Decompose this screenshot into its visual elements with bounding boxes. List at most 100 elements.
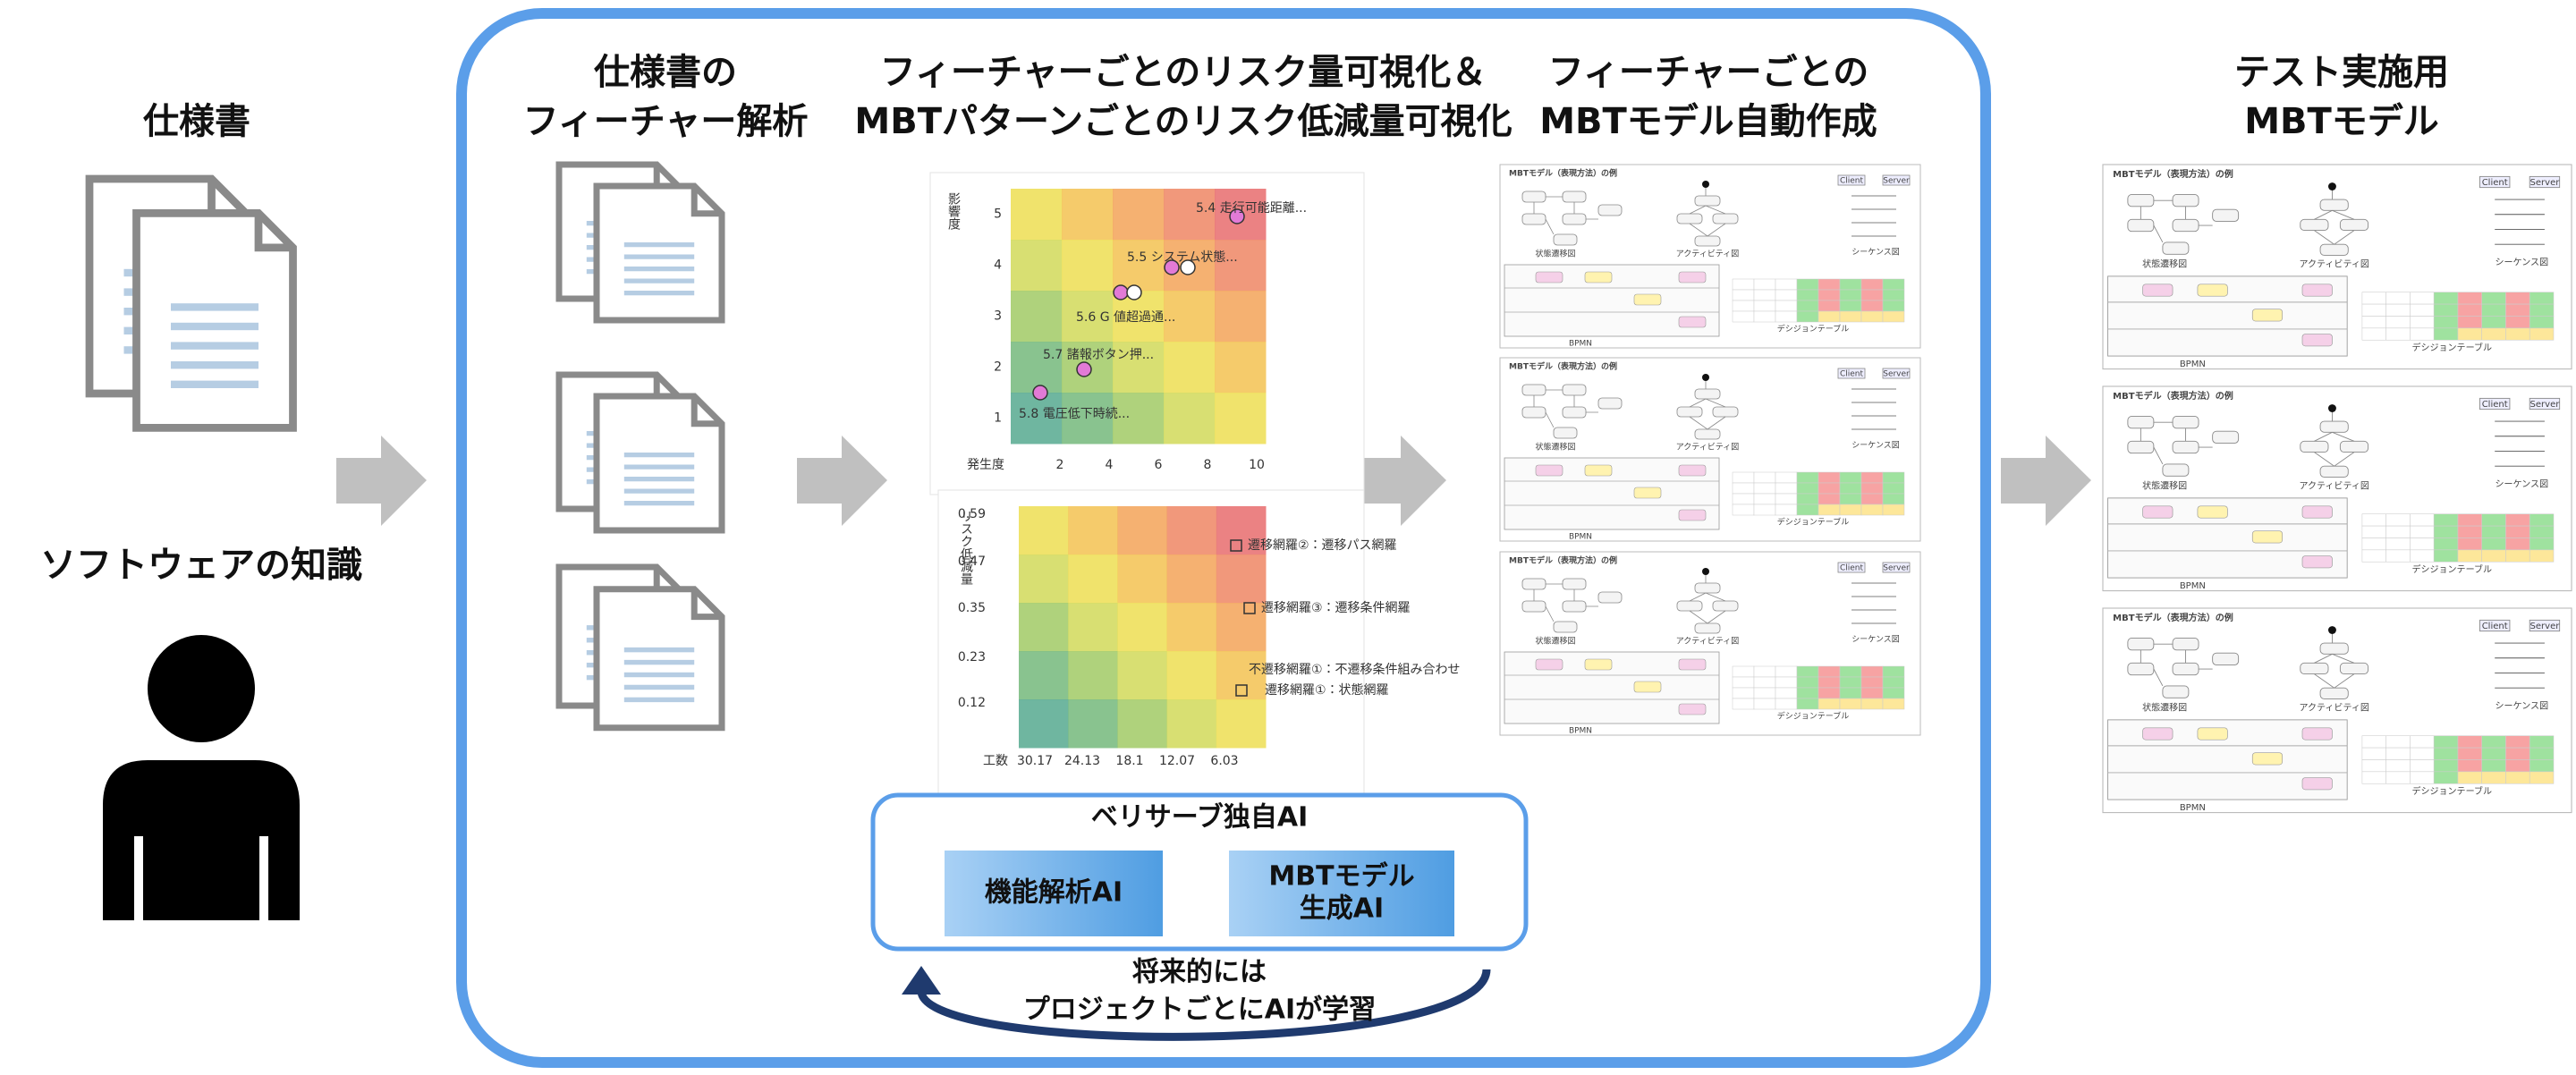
flow-arrow — [797, 436, 887, 526]
shape — [1553, 427, 1578, 439]
shape — [2251, 752, 2284, 766]
shape — [2457, 549, 2482, 563]
shape — [2529, 175, 2561, 189]
shape — [2481, 292, 2506, 305]
heading: 仕様書 — [143, 101, 250, 142]
shape — [2529, 619, 2561, 632]
shape — [1839, 698, 1862, 710]
x-axis-label: 発生度 — [967, 458, 1004, 472]
shape — [1678, 316, 1707, 328]
text-line — [623, 453, 695, 458]
shape — [1535, 658, 1563, 671]
shape — [1818, 687, 1841, 699]
model-label: Server — [1883, 370, 1910, 379]
shape — [1882, 300, 1905, 312]
shape — [2433, 735, 2459, 749]
y-tick-label: 4 — [994, 258, 1002, 273]
text-line — [171, 322, 258, 331]
shape — [1775, 493, 1798, 505]
shape — [1676, 406, 1703, 418]
feature-point — [1229, 208, 1245, 224]
model-label: シーケンス図 — [1852, 441, 1900, 451]
model-label: デシジョンテーブル — [2411, 785, 2492, 797]
ai-title: ベリサーブ独自AI — [1091, 802, 1309, 834]
shape — [2361, 735, 2386, 749]
learning-note: 将来的には — [1132, 957, 1267, 988]
shape — [1839, 278, 1862, 291]
shape — [2410, 525, 2435, 538]
shape — [1775, 471, 1798, 484]
shape — [2433, 538, 2459, 551]
shape — [1818, 278, 1841, 291]
shape — [1753, 310, 1776, 323]
text-line — [171, 361, 258, 369]
shape — [2410, 759, 2435, 773]
shape — [1535, 464, 1563, 477]
shape — [1753, 471, 1776, 484]
shape — [1678, 271, 1707, 284]
shape — [2410, 303, 2435, 317]
shape — [1882, 278, 1905, 291]
shape — [2481, 327, 2506, 341]
shape — [1732, 665, 1755, 678]
shape — [1775, 504, 1798, 516]
shape — [2301, 284, 2333, 297]
model-label: 状態遷移図 — [1535, 442, 1575, 453]
fold — [691, 396, 722, 427]
feature-label: 5.4 走行可能距離... — [1196, 201, 1307, 216]
shape — [2361, 513, 2386, 527]
shape — [2162, 685, 2190, 698]
shape — [1860, 698, 1884, 710]
shape — [2457, 747, 2482, 760]
shape — [2481, 747, 2506, 760]
shape — [2481, 303, 2506, 317]
x-tick-label: 6.03 — [1210, 754, 1238, 768]
connector — [2140, 421, 2213, 465]
connector — [2140, 643, 2213, 687]
shape — [1796, 665, 1819, 678]
shape — [2301, 555, 2333, 569]
shape — [2172, 218, 2199, 233]
model-label: アクティビティ図 — [1676, 443, 1739, 453]
shape — [1753, 687, 1776, 699]
shape — [1712, 600, 1739, 612]
shape — [2251, 530, 2284, 544]
y-tick-label: 0.23 — [958, 650, 986, 664]
heat-cell — [1113, 189, 1165, 241]
connector — [2314, 190, 2355, 245]
shape — [2339, 662, 2369, 675]
y-tick-label: 3 — [994, 309, 1002, 324]
shape — [2300, 440, 2329, 453]
shape — [1633, 681, 1662, 693]
shape — [2142, 727, 2174, 741]
shape — [2301, 727, 2333, 741]
pattern-label: 遷移網羅①：状態網羅 — [1265, 683, 1389, 698]
node — [1702, 374, 1709, 381]
shape — [2410, 316, 2435, 329]
shape — [1775, 482, 1798, 495]
shape — [1753, 665, 1776, 678]
shape — [2339, 218, 2369, 232]
shape — [2479, 619, 2511, 632]
shape — [1521, 384, 1546, 396]
shape — [1753, 289, 1776, 301]
shape — [2529, 759, 2555, 773]
model-label: Server — [2530, 178, 2561, 188]
shape — [1796, 289, 1819, 301]
shape — [1796, 698, 1819, 710]
shape — [1535, 271, 1563, 284]
heat-cell — [1117, 651, 1168, 700]
shape — [2481, 525, 2506, 538]
shape — [1553, 233, 1578, 246]
shape — [1860, 471, 1884, 484]
document-icon — [555, 563, 725, 732]
connector — [2314, 411, 2355, 467]
shape — [2481, 538, 2506, 551]
shape — [1818, 300, 1841, 312]
step-title: フィーチャーごとの — [1548, 52, 1868, 93]
shape — [2433, 759, 2459, 773]
shape — [1732, 278, 1755, 291]
